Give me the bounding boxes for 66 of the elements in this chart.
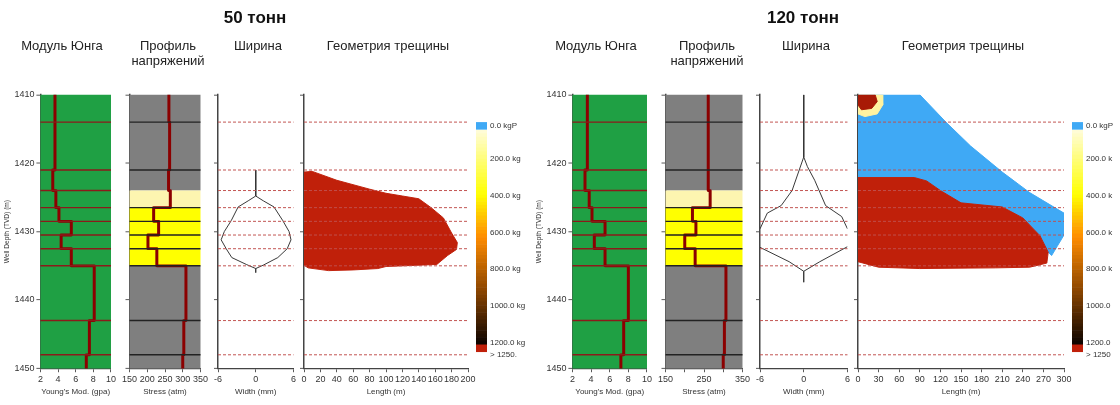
y-tick-label: 1440: [14, 294, 35, 305]
x-tick-label: 140: [411, 373, 427, 384]
x-tick-label: 250: [157, 373, 173, 384]
chart-title: Модуль Юнга: [554, 38, 638, 53]
chart-title: Профиль напряжений: [130, 38, 206, 68]
x-tick-label: 200: [139, 373, 155, 384]
y-tick-label: 1440: [546, 294, 567, 305]
x-tick-label: 120: [394, 373, 411, 384]
x-tick-label: 8: [625, 373, 631, 384]
x-tick-label: 30: [873, 373, 884, 384]
x-tick-label: 20: [315, 373, 326, 384]
x-tick-label: 150: [953, 373, 969, 384]
y-tick-label: 1420: [14, 157, 35, 168]
x-tick-label: 350: [734, 373, 751, 384]
chart-title: Геометрия трещины: [325, 38, 451, 53]
x-tick-label: 180: [444, 373, 460, 384]
x-tick-label: -6: [756, 373, 765, 384]
x-tick-label: 200: [460, 373, 476, 384]
x-tick-label: 100: [378, 373, 394, 384]
x-tick-label: 180: [974, 373, 990, 384]
x-tick-label: 150: [122, 373, 138, 384]
x-tick-label: -6: [214, 373, 223, 384]
x-tick-label: 60: [348, 373, 359, 384]
x-tick-label: 300: [175, 373, 191, 384]
chart-subtitle: 120 тонн: [765, 8, 841, 28]
x-tick-label: 250: [696, 373, 712, 384]
x-tick-label: 6: [607, 373, 613, 384]
chart-title: Ширина: [780, 38, 832, 53]
x-tick-label: 0: [253, 373, 259, 384]
x-tick-label: 10: [105, 373, 117, 384]
chart-title: Модуль Юнга: [20, 38, 104, 53]
x-tick-label: 0: [301, 373, 307, 384]
y-tick-label: 1430: [546, 226, 567, 236]
x-tick-label: 240: [1015, 373, 1031, 384]
chart-title: Ширина: [232, 38, 284, 53]
x-tick-label: 0: [801, 373, 807, 384]
x-tick-label: 8: [90, 373, 96, 384]
x-tick-label: 150: [658, 373, 674, 384]
x-tick-label: 2: [37, 373, 44, 384]
x-tick-label: 4: [588, 373, 594, 384]
x-tick-label: 350: [192, 373, 209, 384]
x-tick-label: 210: [994, 373, 1010, 384]
y-tick-label: 1420: [546, 157, 567, 168]
x-tick-label: 80: [364, 373, 375, 384]
chart-title: Профиль напряжений: [669, 38, 745, 68]
chart-title: Геометрия трещины: [900, 38, 1026, 53]
x-tick-label: 2: [569, 373, 576, 384]
x-tick-label: 300: [1056, 373, 1072, 384]
x-tick-label: 6: [845, 373, 851, 384]
x-tick-label: 120: [932, 373, 949, 384]
x-tick-label: 10: [641, 373, 653, 384]
x-tick-label: 0: [855, 373, 861, 384]
x-tick-label: 40: [331, 373, 342, 384]
x-tick-label: 270: [1035, 373, 1052, 384]
chart-subtitle: 50 тонн: [222, 8, 288, 28]
x-tick-label: 90: [914, 373, 925, 384]
y-tick-label: 1410: [14, 89, 35, 99]
x-tick-label: 6: [291, 373, 297, 384]
y-tick-label: 1410: [546, 89, 567, 99]
x-tick-label: 6: [73, 373, 79, 384]
x-tick-label: 4: [55, 373, 61, 384]
y-tick-label: 1430: [14, 226, 35, 236]
x-tick-label: 160: [427, 373, 443, 384]
y-tick-label: 1450: [14, 363, 35, 373]
x-tick-label: 60: [894, 373, 905, 384]
y-tick-label: 1450: [546, 363, 567, 373]
